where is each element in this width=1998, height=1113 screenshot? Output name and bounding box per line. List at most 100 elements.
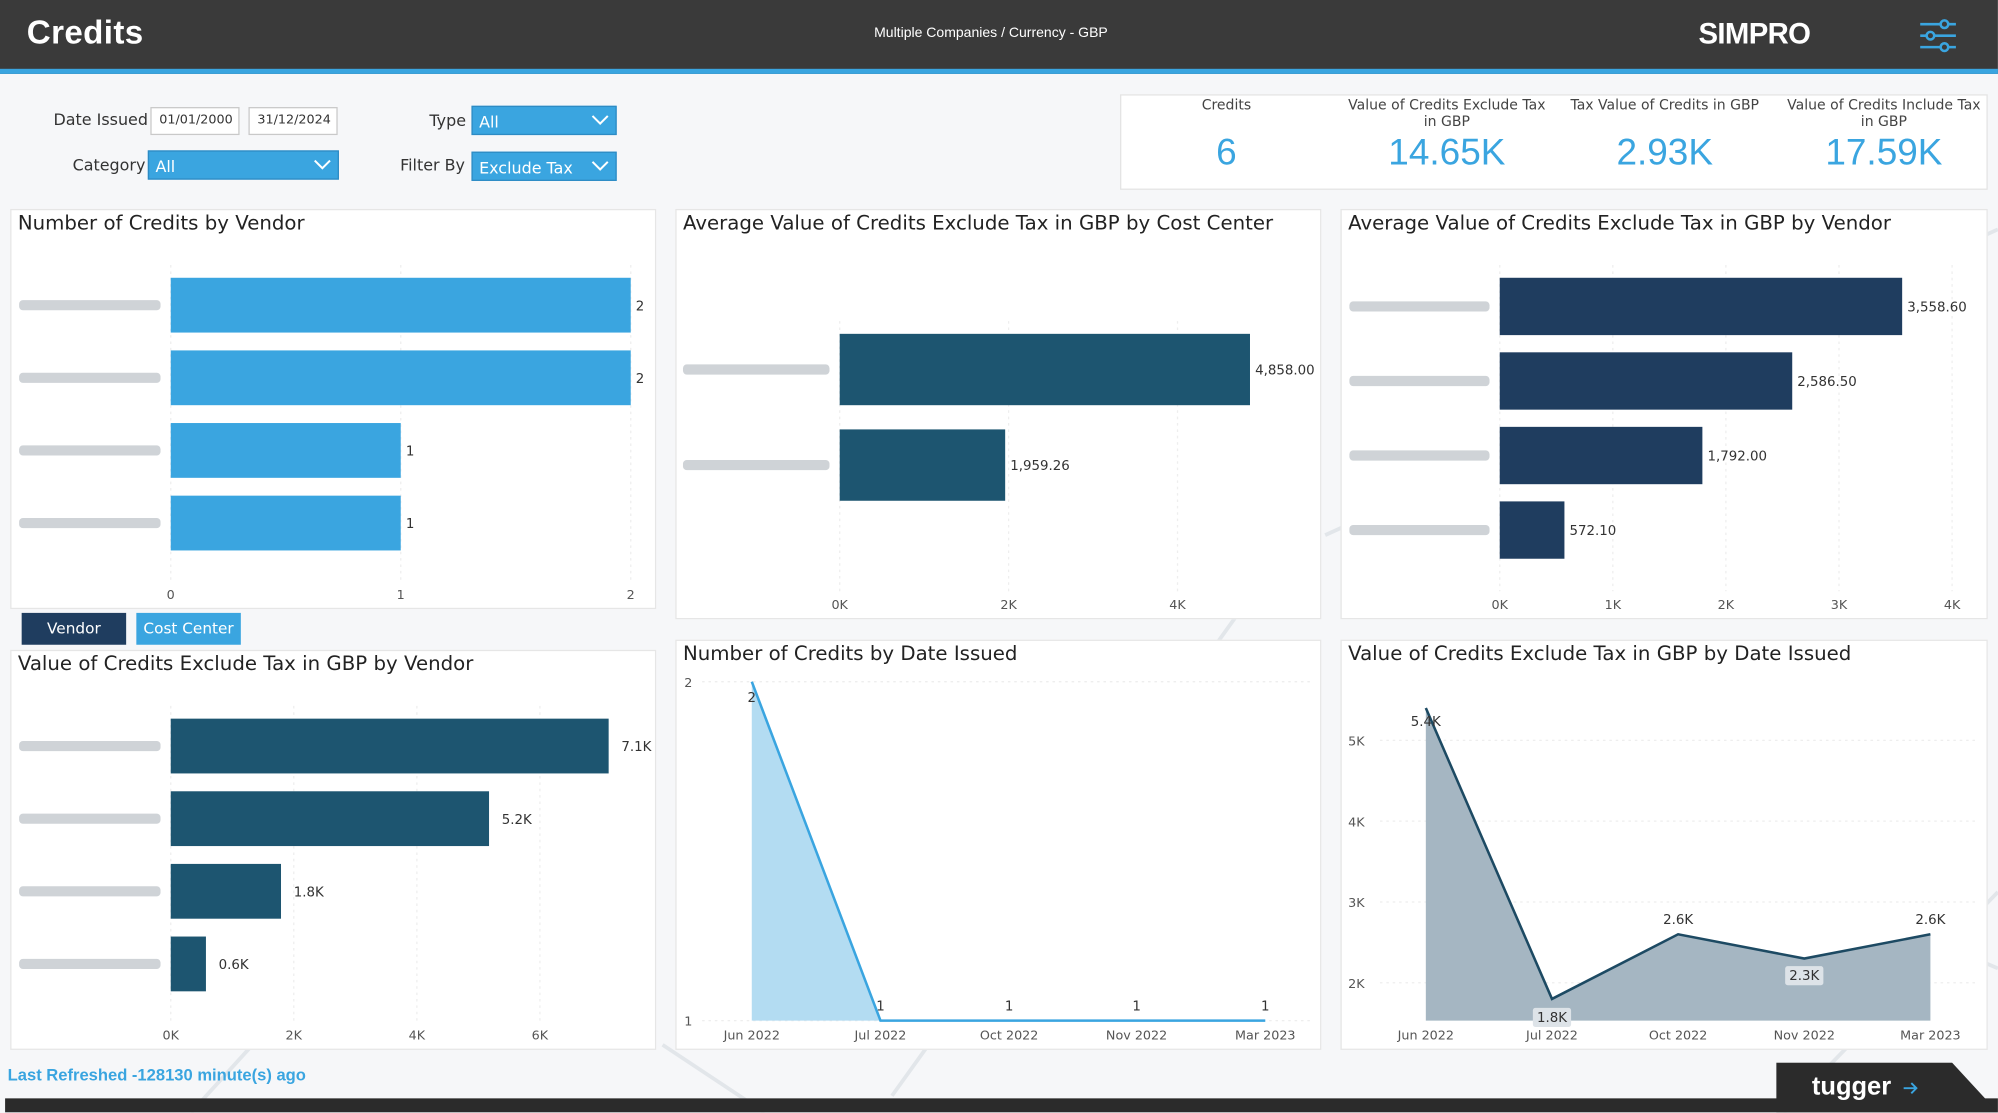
x-tick-label: 2K bbox=[1000, 598, 1017, 613]
x-tick-label: Jun 2022 bbox=[1397, 1029, 1454, 1044]
x-tick-label: Jun 2022 bbox=[723, 1029, 780, 1044]
x-tick-label: 0 bbox=[167, 588, 175, 603]
bar bbox=[170, 791, 490, 847]
x-tick-label: 3K bbox=[1831, 598, 1848, 613]
data-label: 0.6K bbox=[219, 958, 250, 973]
y-tick-label: 4K bbox=[1348, 815, 1365, 830]
area-fill bbox=[1425, 708, 1931, 1021]
x-tick-label: Jul 2022 bbox=[1525, 1029, 1578, 1044]
date-to-input[interactable]: 31/12/2024 bbox=[248, 107, 338, 136]
category-label: Category bbox=[72, 155, 146, 175]
x-tick-label: 6K bbox=[532, 1029, 549, 1044]
chart-title: Average Value of Credits Exclude Tax in … bbox=[682, 211, 1274, 235]
category-label-obscured bbox=[19, 445, 161, 456]
footer-bar bbox=[5, 1098, 1998, 1113]
tugger-logo-tab: tugger bbox=[1776, 1062, 1998, 1113]
data-label: 1,792.00 bbox=[1707, 450, 1766, 465]
x-tick-label: 1K bbox=[1605, 598, 1622, 613]
data-label: 2,586.50 bbox=[1797, 375, 1856, 390]
chart-svg: 0K 2K 4K 6K 7.1K 5.2K 1.8K 0.6K bbox=[19, 705, 653, 1044]
chart-title: Number of Credits by Date Issued bbox=[682, 642, 1018, 666]
x-tick-label: 4K bbox=[409, 1029, 426, 1044]
kpi-label: Tax Value of Credits in GBP bbox=[1570, 96, 1760, 114]
category-label-obscured bbox=[19, 886, 161, 897]
data-label-box bbox=[1785, 966, 1824, 986]
filter-by-dropdown[interactable]: Exclude Tax bbox=[471, 151, 617, 181]
chart-title: Value of Credits Exclude Tax in GBP by D… bbox=[1348, 642, 1852, 666]
type-label: Type bbox=[429, 110, 466, 130]
x-tick-label: Oct 2022 bbox=[1649, 1029, 1707, 1044]
bar bbox=[170, 718, 609, 774]
data-label: 5.4K bbox=[1411, 715, 1442, 730]
category-label-obscured bbox=[682, 364, 830, 375]
series-line bbox=[750, 681, 1266, 1022]
data-label: 2 bbox=[636, 299, 644, 314]
bar bbox=[170, 936, 206, 992]
data-label: 1 bbox=[1005, 999, 1014, 1014]
chart-svg: 0K 1K 2K 3K 4K 3,558.60 2,586.50 1,792.00 572.10 bbox=[1349, 265, 1967, 613]
category-label-obscured bbox=[19, 958, 161, 970]
simpro-logo: SIMPRO bbox=[1698, 16, 1811, 50]
cost-center-toggle-button[interactable]: Cost Center bbox=[136, 612, 241, 645]
chart-value-by-vendor: Value of Credits Exclude Tax in GBP by V… bbox=[10, 649, 657, 1050]
chart-title: Number of Credits by Vendor bbox=[17, 211, 305, 235]
chevron-down-icon bbox=[591, 115, 609, 126]
header-subtitle: Multiple Companies / Currency - GBP bbox=[874, 25, 1108, 41]
chevron-down-icon bbox=[591, 161, 609, 171]
x-tick-label: Mar 2023 bbox=[1235, 1029, 1295, 1044]
data-label: 3,558.60 bbox=[1907, 301, 1967, 316]
chevron-down-icon bbox=[314, 159, 331, 170]
header-bar: Credits Multiple Companies / Currency - … bbox=[0, 0, 1998, 74]
data-label-box bbox=[1532, 1007, 1572, 1027]
page-title: Credits bbox=[26, 12, 144, 51]
kpi-value-exclude-tax: Value of Credits Exclude Tax in GBP 14.6… bbox=[1348, 96, 1546, 175]
data-label: 2.6K bbox=[1663, 913, 1694, 928]
chart-title: Value of Credits Exclude Tax in GBP by V… bbox=[17, 652, 474, 676]
chart-svg: 0 1 2 2 2 1 1 bbox=[19, 265, 644, 603]
date-from-input[interactable]: 01/01/2000 bbox=[150, 107, 240, 136]
vendor-toggle-button[interactable]: Vendor bbox=[21, 612, 127, 645]
x-tick-label: 0K bbox=[163, 1029, 180, 1044]
category-label-obscured bbox=[19, 813, 161, 824]
bar bbox=[839, 333, 1250, 406]
filter-by-label: Filter By bbox=[400, 155, 465, 175]
data-label: 5.2K bbox=[502, 813, 533, 828]
x-tick-label: Nov 2022 bbox=[1106, 1029, 1167, 1044]
x-tick-label: 2K bbox=[286, 1029, 303, 1044]
chart-credits-by-date: Number of Credits by Date Issued 1 2 Jun 2… bbox=[675, 639, 1322, 1050]
filter-by-dropdown-value: Exclude Tax bbox=[479, 158, 573, 178]
chart-credits-by-vendor: Number of Credits by Vendor 0 1 2 2 2 1 1 bbox=[10, 208, 657, 610]
chart-svg: 0K 2K 4K 4,858.00 1,959.26 bbox=[682, 321, 1315, 613]
kpi-value: 2.93K bbox=[1616, 132, 1714, 174]
kpi-card: Credits 6 Value of Credits Exclude Tax i… bbox=[1120, 94, 1988, 190]
kpi-value: 17.59K bbox=[1825, 132, 1943, 174]
kpi-tax-value: Tax Value of Credits in GBP 2.93K bbox=[1566, 96, 1764, 175]
data-label: 1.8K bbox=[1537, 1011, 1568, 1026]
bar bbox=[170, 495, 401, 551]
chart-avg-value-by-cost-center: Average Value of Credits Exclude Tax in … bbox=[675, 208, 1322, 620]
x-tick-label: 4K bbox=[1169, 598, 1186, 613]
chart-value-by-date: Value of Credits Exclude Tax in GBP by D… bbox=[1340, 639, 1988, 1050]
category-label-obscured bbox=[1349, 375, 1490, 387]
x-tick-label: 4K bbox=[1944, 598, 1961, 613]
sliders-icon[interactable] bbox=[1916, 17, 1959, 55]
bar bbox=[170, 350, 631, 406]
area-fill bbox=[751, 681, 1266, 1021]
last-refreshed-text: Last Refreshed -128130 minute(s) ago bbox=[7, 1065, 306, 1085]
category-dropdown[interactable]: All bbox=[147, 150, 339, 180]
kpi-label: Value of Credits Exclude Tax in GBP bbox=[1348, 96, 1546, 130]
y-tick-label: 5K bbox=[1348, 734, 1365, 749]
data-label: 7.1K bbox=[621, 740, 652, 755]
kpi-label: Value of Credits Include Tax in GBP bbox=[1787, 96, 1981, 130]
kpi-credits: Credits 6 bbox=[1128, 96, 1326, 175]
y-tick-label: 2K bbox=[1348, 977, 1365, 992]
tugger-logo: tugger bbox=[1812, 1073, 1891, 1101]
category-label-obscured bbox=[19, 372, 161, 383]
data-label: 1 bbox=[406, 445, 414, 460]
data-label: 1 bbox=[876, 999, 885, 1014]
bar bbox=[1499, 501, 1565, 559]
category-label-obscured bbox=[1349, 301, 1490, 312]
bar bbox=[170, 277, 631, 333]
type-dropdown[interactable]: All bbox=[471, 105, 617, 136]
